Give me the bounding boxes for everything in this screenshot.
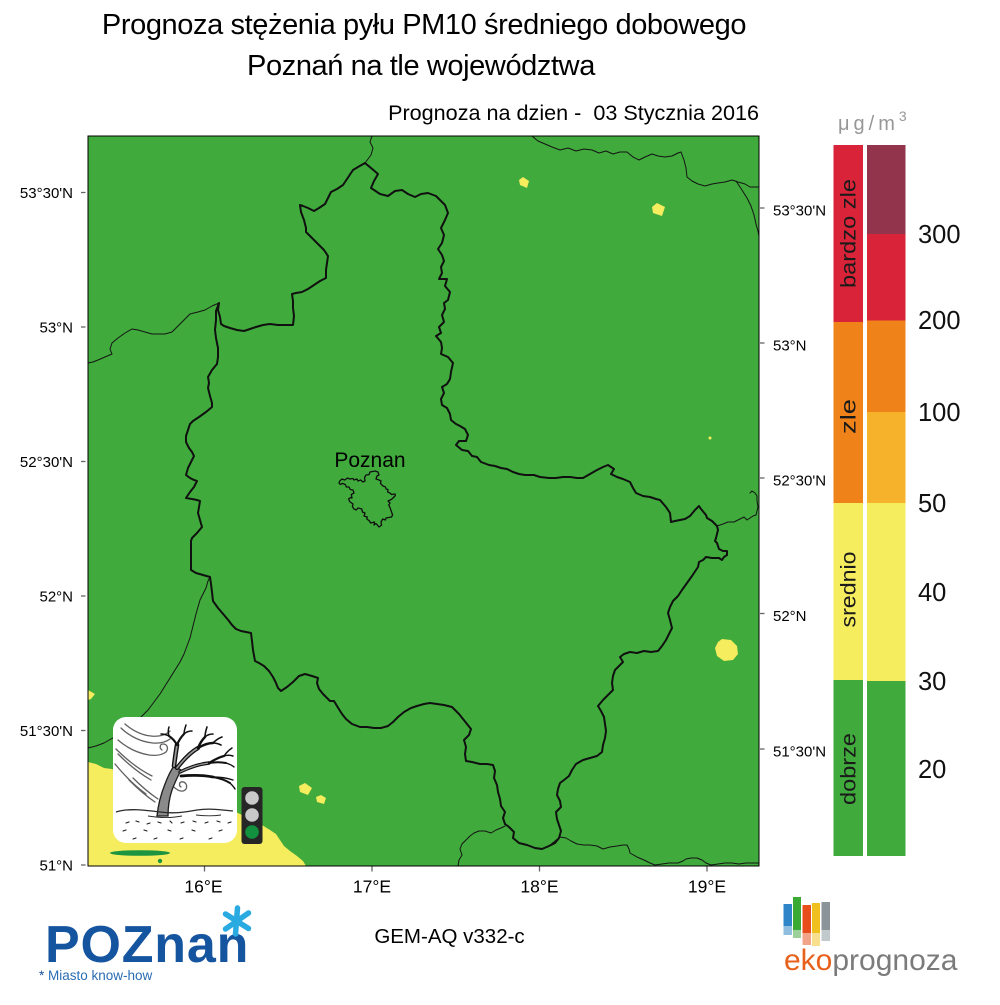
svg-text:200: 200 <box>918 307 961 335</box>
svg-text:* Miasto know-how: * Miasto know-how <box>39 968 153 983</box>
svg-text:Prognoza na dzien - 03 Styczn: Prognoza na dzien - 03 Stycznia 2016 <box>388 100 759 125</box>
svg-text:51°30'N: 51°30'N <box>773 744 826 761</box>
svg-text:zle: zle <box>837 399 861 434</box>
svg-text:53°30'N: 53°30'N <box>773 203 826 220</box>
svg-text:Poznań na tle województwa: Poznań na tle województwa <box>247 50 596 82</box>
svg-text:20: 20 <box>918 756 946 784</box>
svg-text:ekoprognoza: ekoprognoza <box>784 944 958 977</box>
svg-text:100: 100 <box>918 399 961 427</box>
svg-text:40: 40 <box>918 579 946 607</box>
svg-text:51°30'N: 51°30'N <box>20 723 73 740</box>
svg-text:μg/m3: μg/m3 <box>838 108 911 135</box>
svg-text:17°E: 17°E <box>353 877 391 897</box>
svg-text:53°N: 53°N <box>39 320 73 337</box>
svg-text:52°N: 52°N <box>39 589 73 606</box>
svg-text:53°30'N: 53°30'N <box>20 185 73 202</box>
svg-text:30: 30 <box>918 668 946 696</box>
svg-text:52°30'N: 52°30'N <box>20 454 73 471</box>
svg-text:GEM-AQ v332-c: GEM-AQ v332-c <box>374 925 524 948</box>
svg-text:dobrze: dobrze <box>837 733 861 805</box>
svg-text:srednio: srednio <box>837 551 861 627</box>
svg-text:bardzo zle: bardzo zle <box>837 179 861 288</box>
svg-text:51°N: 51°N <box>39 858 73 875</box>
svg-text:Poznan: Poznan <box>334 449 405 472</box>
svg-text:POZnan: POZnan <box>45 916 249 974</box>
svg-text:300: 300 <box>918 221 961 249</box>
svg-text:19°E: 19°E <box>688 877 726 897</box>
svg-text:Prognoza stężenia pyłu PM10 śr: Prognoza stężenia pyłu PM10 średniego do… <box>102 9 746 41</box>
svg-text:52°N: 52°N <box>773 608 807 625</box>
svg-text:52°30'N: 52°30'N <box>773 473 826 490</box>
svg-text:18°E: 18°E <box>520 877 558 897</box>
svg-text:53°N: 53°N <box>773 338 807 355</box>
svg-text:16°E: 16°E <box>184 877 222 897</box>
svg-text:50: 50 <box>918 490 946 518</box>
